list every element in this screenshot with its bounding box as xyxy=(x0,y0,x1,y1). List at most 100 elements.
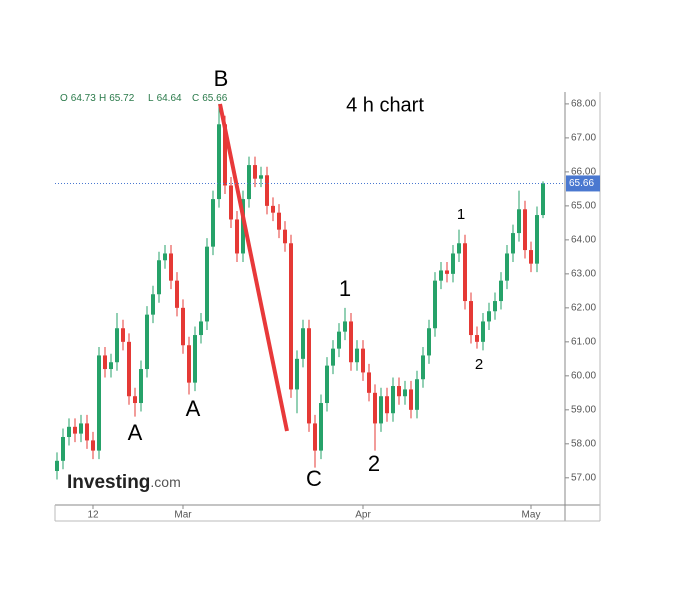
candle-body xyxy=(229,185,233,220)
candle-body xyxy=(415,379,419,410)
candle-body xyxy=(253,165,257,179)
candle-body xyxy=(289,243,293,390)
candles xyxy=(55,103,545,480)
candle-body xyxy=(103,355,107,370)
wave-label: 1 xyxy=(457,206,465,223)
candle-body xyxy=(355,348,359,363)
ohlc-value: 65.72 xyxy=(109,93,134,104)
ohlc-key: C xyxy=(192,93,199,104)
x-tick-label: Apr xyxy=(355,510,371,521)
ohlc-value: 64.64 xyxy=(157,93,182,104)
candle-body xyxy=(235,219,239,254)
candle-body xyxy=(265,175,269,206)
candle-body xyxy=(517,209,521,234)
wave-label: A xyxy=(128,420,143,445)
y-tick-label: 66.00 xyxy=(571,167,596,178)
candle-body xyxy=(313,423,317,451)
candle-body xyxy=(241,199,245,254)
logo-main: Investing xyxy=(67,472,150,493)
candle-body xyxy=(373,392,377,424)
y-tick-label: 59.00 xyxy=(571,404,596,415)
ohlc-item: H 65.72 xyxy=(99,93,135,104)
candle-body xyxy=(157,260,161,295)
x-tick-label: 12 xyxy=(87,510,99,521)
wave-label: B xyxy=(214,66,229,91)
candle-body xyxy=(469,301,473,336)
candle-body xyxy=(277,212,281,230)
candle-body xyxy=(319,403,323,451)
candle-body xyxy=(85,423,89,441)
candle-body xyxy=(337,331,341,349)
candle-body xyxy=(361,348,365,373)
candle-body xyxy=(139,369,143,404)
candle-body xyxy=(541,183,545,216)
y-tick-label: 68.00 xyxy=(571,99,596,110)
candle-body xyxy=(67,426,71,438)
wave-line xyxy=(218,103,289,432)
candle-body xyxy=(397,386,401,397)
candle-body xyxy=(379,396,383,424)
candle-body xyxy=(127,341,131,397)
ohlc-key: O xyxy=(60,93,68,104)
candle-body xyxy=(325,365,329,404)
ohlc-item: C 65.66 xyxy=(192,93,228,104)
candle-body xyxy=(121,328,125,342)
candle-body xyxy=(391,386,395,414)
candle-body xyxy=(163,253,167,261)
candle-body xyxy=(223,124,227,186)
candle-body xyxy=(205,246,209,322)
last-price-label: 65.66 xyxy=(569,178,594,189)
candle-body xyxy=(109,362,113,370)
ohlc-value: 64.73 xyxy=(71,93,96,104)
candle-body xyxy=(535,215,539,264)
candle-body xyxy=(73,426,77,434)
candle-body xyxy=(403,389,407,397)
candle-body xyxy=(349,321,353,363)
wave-label: 1 xyxy=(339,276,351,301)
candle-body xyxy=(343,321,347,332)
y-tick-label: 65.00 xyxy=(571,201,596,212)
x-tick-label: May xyxy=(522,510,541,521)
candle-body xyxy=(145,314,149,370)
candle-body xyxy=(271,205,275,213)
y-tick-label: 63.00 xyxy=(571,268,596,279)
candle-body xyxy=(331,348,335,366)
y-tick-label: 62.00 xyxy=(571,302,596,313)
ohlc-key: H xyxy=(99,93,106,104)
logo: Investing.com xyxy=(67,472,181,493)
candle-body xyxy=(97,355,101,451)
y-tick-label: 60.00 xyxy=(571,370,596,381)
candle-body xyxy=(55,460,59,472)
candle-body xyxy=(175,280,179,308)
candle-body xyxy=(295,358,299,390)
candle-body xyxy=(523,209,527,251)
candle-body xyxy=(61,437,65,461)
candle-body xyxy=(457,243,461,254)
candle-body xyxy=(217,124,221,200)
candle-body xyxy=(151,294,155,315)
wave-label: 2 xyxy=(475,356,483,373)
candle-body xyxy=(133,396,137,404)
ohlc-item: O 64.73 xyxy=(60,93,96,104)
y-tick-label: 61.00 xyxy=(571,336,596,347)
logo-suffix: .com xyxy=(150,474,180,490)
candle-body xyxy=(181,307,185,346)
candle-body xyxy=(505,253,509,281)
candle-body xyxy=(475,335,479,342)
ohlc-item: L 64.64 xyxy=(148,93,182,104)
candle-body xyxy=(481,321,485,342)
candle-body xyxy=(115,328,119,363)
ohlc-legend: O 64.73 H 65.72 L 64.64 C 65.66 xyxy=(60,93,228,104)
candle-body xyxy=(493,301,497,312)
chart-title: 4 h chart xyxy=(346,94,424,116)
ohlc-value: 65.66 xyxy=(202,93,227,104)
candle-body xyxy=(259,175,263,179)
wave-label: A xyxy=(186,396,201,421)
candle-body xyxy=(421,355,425,380)
candle-body xyxy=(193,335,197,383)
candle-body xyxy=(451,253,455,274)
y-tick-label: 58.00 xyxy=(571,438,596,449)
y-tick-label: 67.00 xyxy=(571,133,596,144)
candle-body xyxy=(367,372,371,393)
candle-body xyxy=(529,250,533,264)
